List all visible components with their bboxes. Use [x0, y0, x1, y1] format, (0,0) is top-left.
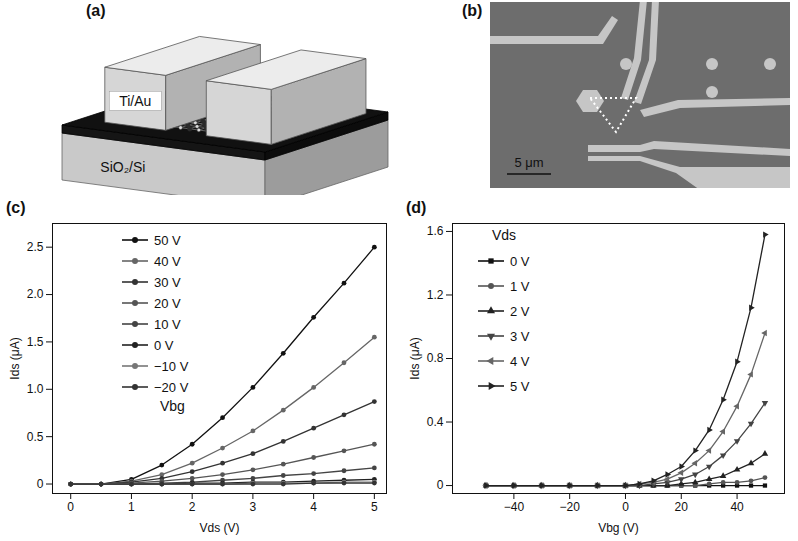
svg-text:Vbg: Vbg [160, 398, 185, 414]
svg-text:−40: −40 [504, 500, 525, 514]
svg-text:40 V: 40 V [154, 254, 181, 269]
svg-text:Ids (μA): Ids (μA) [408, 337, 422, 379]
svg-text:Vbg (V): Vbg (V) [598, 521, 639, 535]
svg-text:5: 5 [371, 500, 378, 514]
svg-text:(b): (b) [462, 2, 482, 19]
svg-text:5 V: 5 V [510, 379, 530, 394]
svg-text:SiO₂/Si: SiO₂/Si [100, 159, 145, 175]
svg-text:0: 0 [622, 500, 629, 514]
svg-text:Vds: Vds [492, 227, 516, 243]
svg-text:0: 0 [437, 478, 444, 492]
svg-text:20: 20 [675, 500, 689, 514]
svg-text:0.5: 0.5 [27, 429, 44, 443]
svg-text:0 V: 0 V [154, 338, 174, 353]
svg-text:40: 40 [730, 500, 744, 514]
svg-text:0.8: 0.8 [427, 351, 444, 365]
svg-text:4: 4 [310, 500, 317, 514]
svg-text:2 V: 2 V [510, 304, 530, 319]
svg-text:3 V: 3 V [510, 329, 530, 344]
svg-text:−20 V: −20 V [154, 380, 189, 395]
svg-text:5 μm: 5 μm [514, 155, 543, 170]
svg-text:2.5: 2.5 [27, 240, 44, 254]
svg-text:Ti/Au: Ti/Au [119, 93, 151, 109]
svg-text:−10 V: −10 V [154, 359, 189, 374]
svg-text:2.0: 2.0 [27, 287, 44, 301]
svg-text:4 V: 4 V [510, 354, 530, 369]
svg-text:(a): (a) [86, 2, 106, 19]
svg-text:0: 0 [37, 477, 44, 491]
svg-text:1.2: 1.2 [427, 288, 444, 302]
svg-text:30 V: 30 V [154, 275, 181, 290]
svg-text:−20: −20 [559, 500, 580, 514]
svg-text:20 V: 20 V [154, 296, 181, 311]
svg-text:0 V: 0 V [510, 254, 530, 269]
svg-text:10 V: 10 V [154, 317, 181, 332]
svg-text:(c): (c) [6, 199, 26, 216]
svg-text:Ids (μA): Ids (μA) [8, 337, 22, 379]
svg-text:0.4: 0.4 [427, 415, 444, 429]
svg-text:50 V: 50 V [154, 233, 181, 248]
svg-text:0: 0 [67, 500, 74, 514]
svg-text:Vds (V): Vds (V) [199, 521, 239, 535]
svg-text:(d): (d) [406, 199, 426, 216]
svg-text:3: 3 [250, 500, 257, 514]
svg-text:1.0: 1.0 [27, 382, 44, 396]
svg-text:1: 1 [128, 500, 135, 514]
svg-text:1.6: 1.6 [427, 224, 444, 238]
svg-text:1 V: 1 V [510, 279, 530, 294]
svg-text:1.5: 1.5 [27, 335, 44, 349]
svg-text:2: 2 [189, 500, 196, 514]
